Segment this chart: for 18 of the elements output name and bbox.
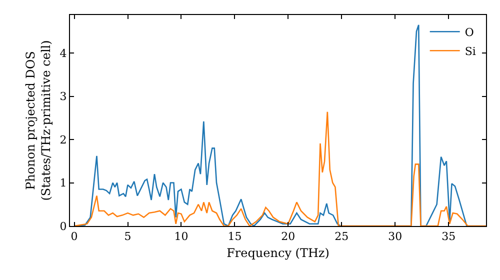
line-series <box>74 111 486 226</box>
x-axis-title: Frequency (THz) <box>226 246 330 260</box>
x-tick-label: 30 <box>388 230 402 244</box>
legend-label: O <box>464 26 474 39</box>
y-axis-title: Phonon projected DOS (States/THz·primitive cell) <box>24 40 54 201</box>
y-tick-label: 3 <box>60 90 67 104</box>
y-tick-label: 4 <box>60 46 67 60</box>
x-tick-label: 20 <box>281 230 296 244</box>
x-tick-label: 5 <box>124 230 132 244</box>
x-tick-label: 25 <box>334 230 349 244</box>
x-tick-label: 0 <box>70 230 78 244</box>
legend-label: Si <box>464 44 476 58</box>
x-tick-label: 10 <box>174 230 188 244</box>
x-tick-label: 15 <box>228 230 242 244</box>
y-tick-label: 0 <box>60 220 67 233</box>
x-tick-label: 35 <box>442 230 456 244</box>
y-tick-label: 2 <box>60 133 67 146</box>
y-tick-label: 1 <box>60 176 67 190</box>
